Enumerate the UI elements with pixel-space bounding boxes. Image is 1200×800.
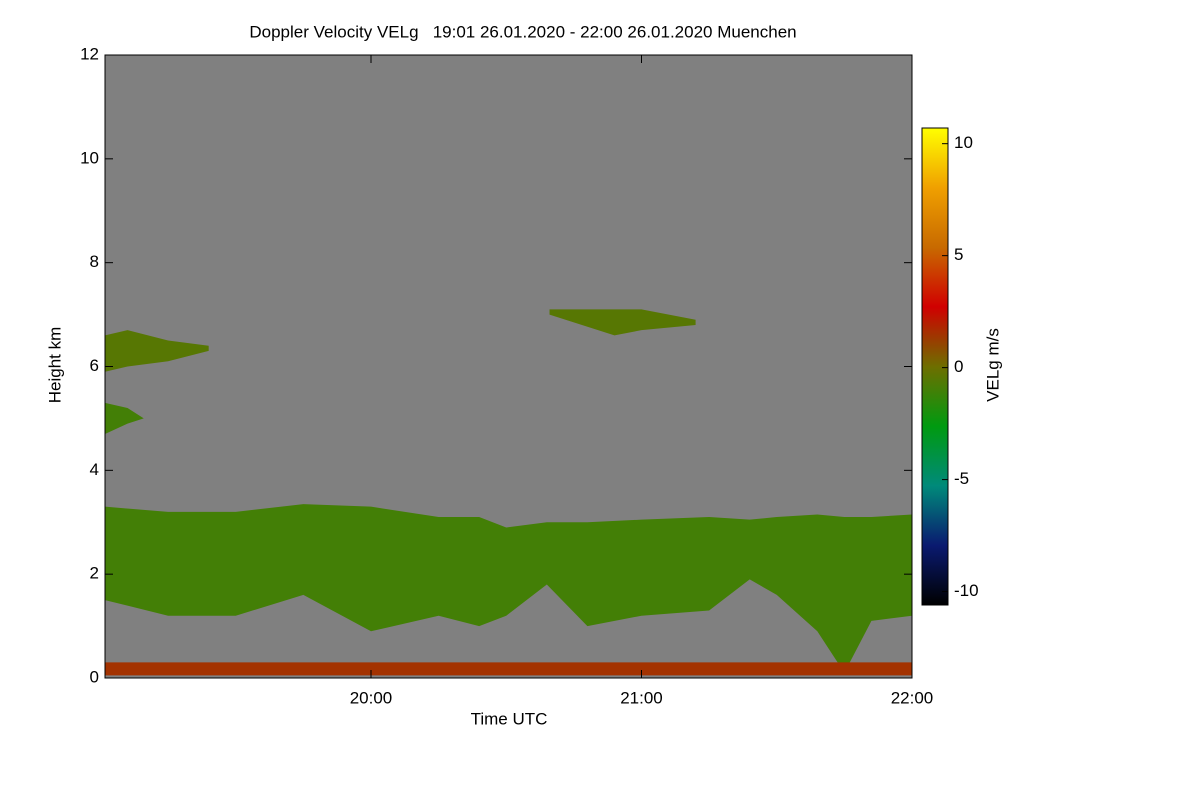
echo-layer xyxy=(105,330,209,372)
x-tick-label: 22:00 xyxy=(891,688,934,707)
x-tick-label: 20:00 xyxy=(350,688,393,707)
colorbar-tick-label: -5 xyxy=(954,469,969,488)
colorbar-label: VELg m/s xyxy=(983,328,1002,402)
colorbar-tick-label: 0 xyxy=(954,357,963,376)
chart-title: Doppler Velocity VELg 19:01 26.01.2020 -… xyxy=(249,22,796,41)
y-tick-label: 2 xyxy=(90,564,99,583)
x-axis-label: Time UTC xyxy=(471,709,548,728)
colorbar-tick-label: 10 xyxy=(954,133,973,152)
colorbar-tick-label: 5 xyxy=(954,245,963,264)
y-tick-label: 0 xyxy=(90,667,99,686)
x-tick-label: 21:00 xyxy=(620,688,663,707)
echo-layer xyxy=(549,309,696,336)
colorbar-tick-label: -10 xyxy=(954,581,979,600)
y-tick-label: 8 xyxy=(90,252,99,271)
y-tick-label: 10 xyxy=(80,148,99,167)
y-tick-label: 12 xyxy=(80,44,99,63)
colorbar xyxy=(921,127,949,606)
echo-layer xyxy=(105,662,912,676)
echo-layer xyxy=(105,504,912,673)
y-axis-label: Height km xyxy=(45,327,64,404)
y-tick-label: 4 xyxy=(90,460,99,479)
y-tick-label: 6 xyxy=(90,356,99,375)
echo-layer xyxy=(105,402,144,434)
